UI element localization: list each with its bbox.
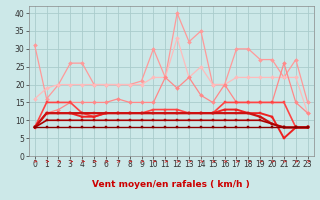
X-axis label: Vent moyen/en rafales ( km/h ): Vent moyen/en rafales ( km/h ) — [92, 180, 250, 189]
